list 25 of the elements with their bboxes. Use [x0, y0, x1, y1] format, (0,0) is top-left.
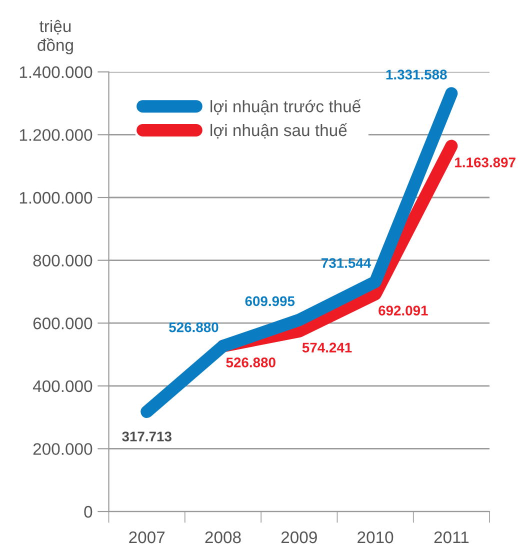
- data-label: 609.995: [245, 296, 295, 306]
- data-label: 731.544: [322, 258, 372, 268]
- legend-label: lợi nhuận trước thuế: [210, 99, 361, 115]
- y-tick-label: 0: [84, 506, 92, 518]
- y-tick-label: 200.000: [33, 443, 92, 455]
- y-tick-label: 800.000: [33, 254, 92, 267]
- x-tick-label: 2010: [358, 531, 394, 544]
- y-axis-title: triệu đồng: [38, 20, 73, 54]
- y-tick-label: 1.000.000: [20, 192, 92, 204]
- x-tick-label: 2011: [434, 531, 469, 544]
- y-tick-label: 1.200.000: [20, 129, 92, 141]
- legend-label: lợi nhuận sau thuế: [210, 123, 348, 139]
- data-label: 1.331.588: [386, 70, 447, 80]
- x-tick-label: 2008: [205, 531, 241, 544]
- data-label: 692.091: [378, 306, 428, 316]
- y-tick-label: 400.000: [32, 380, 92, 392]
- data-label: 526.880: [226, 358, 276, 368]
- x-tick-label: 2007: [129, 531, 165, 544]
- y-tick-label: 1.400.000: [20, 66, 92, 78]
- data-label: 526.880: [169, 322, 218, 332]
- y-tick-label: 600.000: [33, 318, 92, 330]
- x-tick-label: 2009: [281, 531, 317, 544]
- data-label: 1.163.897: [455, 158, 516, 168]
- annotation: 317.713: [122, 432, 172, 442]
- data-label: 574.241: [302, 342, 352, 353]
